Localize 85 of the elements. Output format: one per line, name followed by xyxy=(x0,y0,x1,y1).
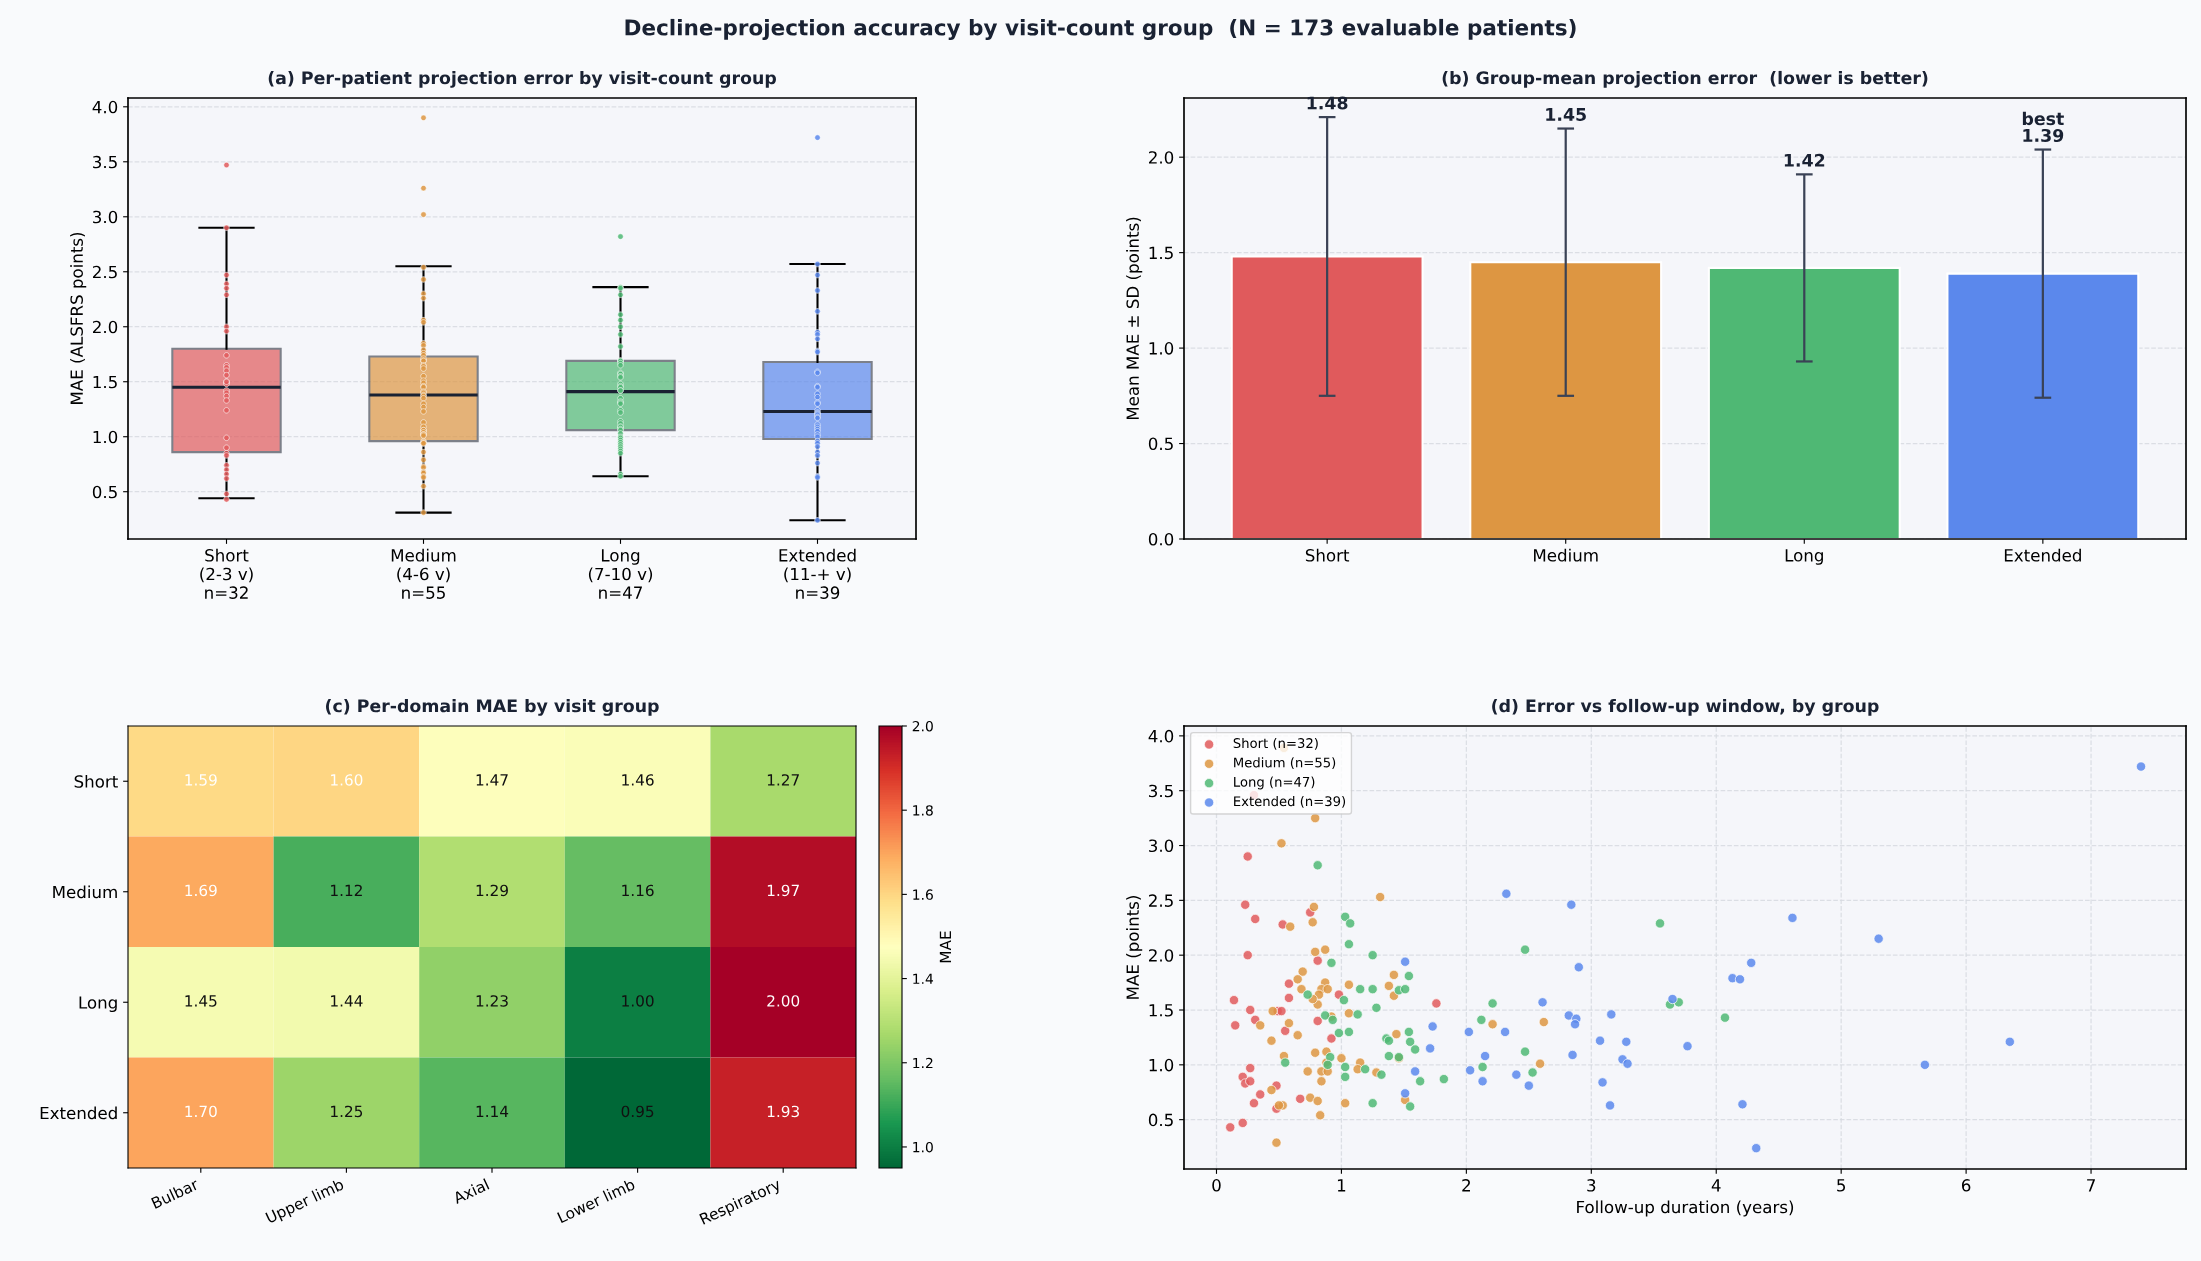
y-tick-label: 1.0 xyxy=(1149,342,1174,355)
y-tick-label: 3.0 xyxy=(1149,839,1174,853)
x-tick-label: 5 xyxy=(1837,1179,1846,1192)
x-tick-label: 6 xyxy=(1961,1179,1971,1192)
data-label: 1.16 xyxy=(622,884,654,897)
data-label: 1.70 xyxy=(185,1105,217,1118)
y-tick-label: 2.0 xyxy=(92,320,118,334)
data-label: 1.12 xyxy=(331,884,362,896)
data-label: 1.93 xyxy=(767,1105,799,1118)
x-tick-label: Short (2-3 v) n=32 xyxy=(200,548,253,599)
y-tick-label: 2.5 xyxy=(92,265,117,279)
color-bar-label: 2.0 xyxy=(912,720,933,732)
text: Decline-projection accuracy by visit-count group (N = 173 evaluable patients) xyxy=(625,18,1576,40)
x-tick-label: 7 xyxy=(2087,1179,2095,1192)
data-label: 0.95 xyxy=(621,1105,654,1118)
x-tick-label: 2 xyxy=(1462,1179,1470,1192)
data-label: 1.46 xyxy=(622,774,654,786)
data-label: 1.29 xyxy=(476,884,508,897)
y-tick-label: Short xyxy=(74,774,118,788)
chart-subtitle: (a) Per-patient projection error by visit-count group xyxy=(268,70,776,88)
data-label: 1.00 xyxy=(622,995,654,1007)
color-bar-label: 1.8 xyxy=(913,805,933,816)
x-tick-label: Long xyxy=(1785,549,1823,565)
chart-title: (c) Per-domain MAE by visit group xyxy=(326,698,659,716)
data-label: 2.00 xyxy=(767,995,800,1007)
chart-title: (d) Error vs follow-up window, by group xyxy=(1492,698,1879,716)
y-tick-label: 3.5 xyxy=(93,155,117,169)
chart-title: (b) Group-mean projection error (lower is better) xyxy=(1442,70,1928,88)
color-bar-label: 1.6 xyxy=(913,889,933,900)
color-bar-label: 1.4 xyxy=(913,973,934,984)
y-axis-title: MAE (points) xyxy=(1126,896,1143,999)
y-tick-label: 4.0 xyxy=(92,100,118,114)
color-bar-title: MAE xyxy=(939,931,951,963)
x-tick-label: Short xyxy=(1305,548,1350,562)
legend-label: Extended (n=39) xyxy=(1234,795,1346,808)
color-bar-label: 1.0 xyxy=(913,1141,933,1153)
data-label: 1.97 xyxy=(767,884,799,897)
x-tick-label: Medium (4-6 v) n=55 xyxy=(391,548,456,599)
legend-label: Long (n=47) xyxy=(1234,776,1315,790)
data-label: 1.44 xyxy=(331,995,363,1007)
x-tick-label: Extended (11-+ v) n=39 xyxy=(779,548,856,599)
y-tick-label: Medium xyxy=(53,885,117,899)
y-tick-label: 1.5 xyxy=(1149,1004,1173,1017)
annotation: 1.48 xyxy=(1307,96,1348,110)
y-tick-label: 3.0 xyxy=(93,210,118,224)
y-tick-label: 0.5 xyxy=(1148,1113,1173,1127)
x-tick-label: 3 xyxy=(1587,1179,1596,1192)
x-tick-label: 1 xyxy=(1337,1179,1346,1192)
data-label: 1.14 xyxy=(476,1105,509,1117)
data-label: 1.59 xyxy=(185,774,217,786)
y-tick-label: 2.0 xyxy=(1148,151,1174,164)
y-tick-label: 4.0 xyxy=(1148,729,1174,743)
annotation: 1.45 xyxy=(1546,108,1586,122)
data-label: 1.69 xyxy=(185,884,217,897)
x-tick-label: 0 xyxy=(1212,1179,1221,1192)
y-axis-title: Mean MAE ± SD (points) xyxy=(1126,217,1143,420)
y-tick-label: 2.5 xyxy=(1148,894,1173,907)
legend-label: Medium (n=55) xyxy=(1234,757,1336,770)
y-tick-label: 1.5 xyxy=(1149,246,1173,260)
x-tick-label: 4 xyxy=(1711,1179,1721,1192)
x-tick-label: Long (7-10 v) n=47 xyxy=(588,549,653,599)
y-tick-label: 3.5 xyxy=(1149,784,1173,798)
y-tick-label: Extended xyxy=(40,1106,117,1120)
data-label: 1.45 xyxy=(185,995,217,1007)
y-tick-label: 1.0 xyxy=(1149,1058,1174,1072)
y-tick-label: 1.0 xyxy=(93,430,118,444)
y-tick-label: Long xyxy=(79,996,117,1013)
data-label: 1.25 xyxy=(331,1105,363,1118)
data-label: 1.27 xyxy=(767,774,799,786)
annotation: 1.42 xyxy=(1784,153,1825,167)
x-tick-label: Medium xyxy=(1534,548,1598,562)
legend-label: Short (n=32) xyxy=(1233,737,1318,750)
data-label: 1.23 xyxy=(476,995,508,1007)
y-tick-label: 2.0 xyxy=(1148,949,1174,962)
y-tick-label: 0.0 xyxy=(1148,532,1174,546)
color-bar-label: 1.2 xyxy=(913,1057,933,1069)
y-tick-label: 0.5 xyxy=(92,485,117,499)
y-axis-title: MAE (ALSFRS points) xyxy=(70,232,87,404)
data-label: 1.60 xyxy=(331,774,363,786)
x-tick-label: Extended xyxy=(2004,548,2081,562)
y-tick-label: 1.5 xyxy=(93,375,117,389)
x-axis-title: Follow-up duration (years) xyxy=(1577,1200,1794,1217)
annotation: best 1.39 xyxy=(2022,111,2064,143)
data-label: 1.47 xyxy=(476,774,508,786)
y-tick-label: 0.5 xyxy=(1148,437,1173,451)
